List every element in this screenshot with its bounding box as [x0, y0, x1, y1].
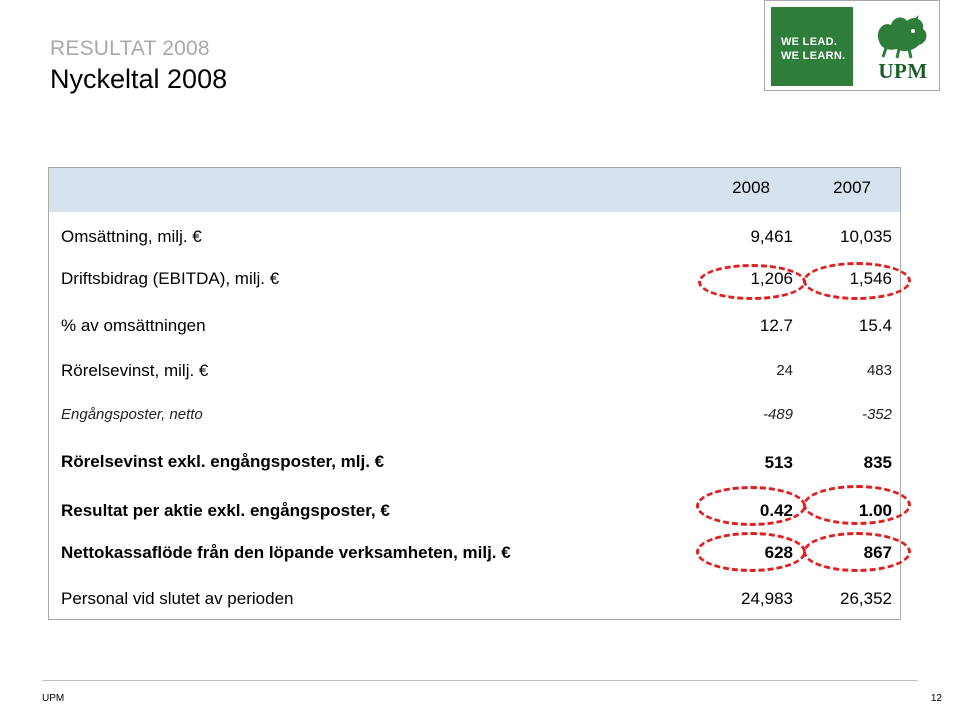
row-value-2007: -352: [861, 406, 892, 423]
highlight-circle-eps-2007: [803, 485, 911, 525]
row-value-2007: 15.4: [858, 316, 892, 335]
highlight-circle-ebitda-2007: [803, 262, 911, 300]
row-value-2007: 483: [866, 362, 892, 379]
row-label: Driftsbidrag (EBITDA), milj. €: [61, 269, 280, 288]
logo-slogan-panel: WE LEAD. WE LEARN.: [771, 7, 853, 86]
highlight-circle-cashflow-2008: [696, 532, 806, 572]
row-label: Rörelsevinst exkl. engångsposter, mlj. €: [61, 452, 385, 471]
table-header-band: [49, 168, 900, 212]
highlight-circle-eps-2008: [696, 486, 806, 526]
page-number: 12: [930, 693, 942, 704]
row-label: Personal vid slutet av perioden: [61, 589, 294, 608]
row-value-2008: -489: [762, 406, 793, 423]
key-figures-table: 2008 2007 Omsättning, milj. € 9,461 10,0…: [48, 167, 901, 620]
row-label: Resultat per aktie exkl. engångsposter, …: [61, 501, 390, 520]
logo-wordmark: UPM: [878, 59, 928, 83]
row-label: Engångsposter, netto: [61, 406, 203, 423]
row-label: Omsättning, milj. €: [61, 227, 202, 246]
logo-slogan-line2: WE LEARN.: [781, 50, 846, 62]
column-header-2008: 2008: [732, 178, 770, 197]
row-value-2007: 835: [863, 453, 892, 472]
column-header-2007: 2007: [833, 178, 871, 197]
row-label: Nettokassaflöde från den löpande verksam…: [61, 543, 511, 562]
section-kicker: RESULTAT 2008: [50, 37, 210, 60]
row-value-2008: 24,983: [741, 589, 793, 608]
page-title: Nyckeltal 2008: [50, 64, 228, 94]
highlight-circle-ebitda-2008: [698, 264, 806, 300]
upm-logo: WE LEAD. WE LEARN. UPM: [764, 0, 940, 91]
row-value-2008: 12.7: [759, 316, 793, 335]
logo-slogan-line1: WE LEAD.: [781, 36, 838, 48]
row-value-2008: 9,461: [750, 227, 793, 246]
row-value-2008: 24: [776, 362, 793, 379]
row-value-2007: 10,035: [840, 227, 892, 246]
footer-company: UPM: [42, 693, 65, 704]
row-label: Rörelsevinst, milj. €: [61, 361, 209, 380]
row-value-2008: 513: [764, 453, 793, 472]
footer-divider: [42, 680, 918, 681]
row-label: % av omsättningen: [61, 316, 206, 335]
highlight-circle-cashflow-2007: [803, 532, 911, 572]
griffin-icon: [877, 15, 927, 59]
row-value-2007: 26,352: [840, 589, 892, 608]
